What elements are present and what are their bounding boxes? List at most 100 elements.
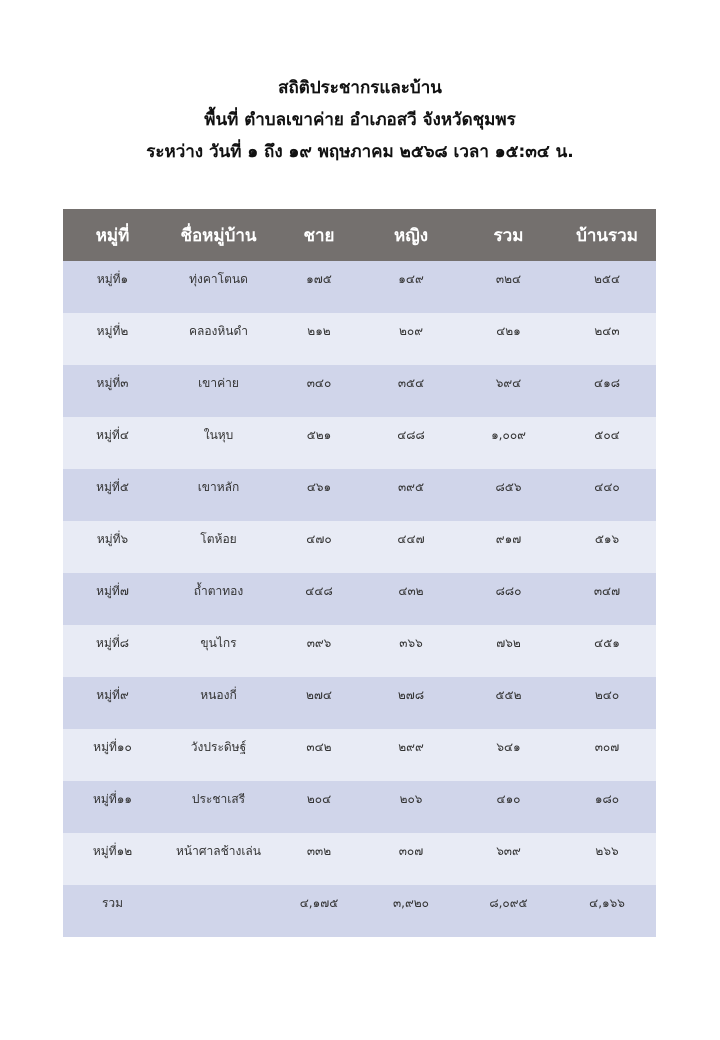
cell-total-count: ๘๘๐: [459, 573, 558, 625]
table-header-row: หมู่ที่ ชื่อหมู่บ้าน ชาย หญิง รวม บ้านรวม: [63, 209, 656, 261]
village-number-text: หมู่ที่๑๑: [93, 792, 132, 806]
cell-total-count: ๖๓๙: [459, 833, 558, 885]
table-row: หมู่ที่๗ ถ้ำตาทอง ๔๔๘ ๔๓๒ ๘๘๐ ๓๔๗: [63, 573, 656, 625]
table-row: หมู่ที่๔ ในหุบ ๕๒๑ ๔๘๘ ๑,๐๐๙ ๕๐๔: [63, 417, 656, 469]
cell-village-number: หมู่ที่๒: [63, 313, 162, 365]
female-count-text: ๓๕๔: [397, 376, 425, 390]
house-count-text: ๒๖๖: [595, 844, 619, 858]
table-row: หมู่ที่๕ เขาหลัก ๔๖๑ ๓๙๕ ๘๕๖ ๔๔๐: [63, 469, 656, 521]
cell-male-count: ๓๔๒: [275, 729, 363, 781]
cell-house-count: ๓๐๗: [558, 729, 656, 781]
document-title: สถิติประชากรและบ้าน: [278, 78, 442, 98]
female-count-text: ๔๘๘: [397, 428, 425, 442]
house-count-text: ๓๐๗: [594, 740, 620, 754]
cell-male-count: ๔,๑๗๕: [275, 885, 363, 937]
village-number-text: หมู่ที่๔: [96, 428, 129, 442]
house-count-text: ๔๑๘: [594, 376, 620, 390]
village-name-text: ทุ่งคาโตนด: [189, 272, 248, 286]
cell-male-count: ๕๒๑: [275, 417, 363, 469]
cell-village-number: หมู่ที่๔: [63, 417, 162, 469]
house-count-text: ๒๔๐: [594, 688, 620, 702]
village-number-text: หมู่ที่๘: [96, 636, 129, 650]
header-village-number: หมู่ที่: [63, 209, 162, 261]
village-name-text: ขุนไกร: [200, 636, 237, 650]
house-count-text: ๕๑๖: [594, 532, 620, 546]
table-row: หมู่ที่๙ หนองกี่ ๒๗๔ ๒๗๘ ๕๕๒ ๒๔๐: [63, 677, 656, 729]
document-area: พื้นที่ ตำบลเขาค่าย อำเภอสวี จังหวัดชุมพ…: [204, 110, 516, 130]
village-number-text: หมู่ที่๕: [96, 480, 129, 494]
male-count-text: ๔๗๐: [306, 532, 332, 546]
header-female: หญิง: [363, 209, 459, 261]
cell-village-name: โตห้อย: [162, 521, 275, 573]
house-count-text: ๑๘๐: [594, 792, 620, 806]
table-row: หมู่ที่๑๒ หน้าศาลช้างเล่น ๓๓๒ ๓๐๗ ๖๓๙ ๒๖๖: [63, 833, 656, 885]
cell-house-count: ๒๔๐: [558, 677, 656, 729]
cell-village-name: วังประดิษฐ์: [162, 729, 275, 781]
cell-village-name: [162, 885, 275, 937]
house-count-text: ๔,๑๖๖: [589, 896, 625, 910]
cell-house-count: ๔,๑๖๖: [558, 885, 656, 937]
village-name-text: เขาหลัก: [197, 480, 240, 494]
cell-male-count: ๑๗๕: [275, 261, 363, 313]
male-count-text: ๔,๑๗๕: [299, 896, 339, 910]
village-name-text: ประชาเสรี: [191, 792, 246, 806]
female-count-text: ๓,๙๒๐: [392, 896, 430, 910]
cell-village-name: คลองหินดำ: [162, 313, 275, 365]
cell-female-count: ๒๙๙: [363, 729, 459, 781]
cell-female-count: ๓,๙๒๐: [363, 885, 459, 937]
total-count-text: ๙๑๗: [495, 532, 522, 546]
cell-female-count: ๒๐๙: [363, 313, 459, 365]
total-count-text: ๔๒๑: [496, 324, 521, 338]
cell-house-count: ๒๖๖: [558, 833, 656, 885]
village-name-text: คลองหินดำ: [188, 324, 249, 338]
cell-total-count: ๑,๐๐๙: [459, 417, 558, 469]
village-name-text: โตห้อย: [200, 532, 237, 546]
male-count-text: ๕๒๑: [306, 428, 332, 442]
cell-female-count: ๓๖๖: [363, 625, 459, 677]
male-count-text: ๓๙๖: [306, 636, 332, 650]
house-count-text: ๔๔๐: [594, 480, 620, 494]
cell-total-count: ๗๖๒: [459, 625, 558, 677]
village-number-text: หมู่ที่๒: [96, 324, 129, 338]
total-count-text: ๖๔๑: [496, 740, 521, 754]
cell-female-count: ๔๘๘: [363, 417, 459, 469]
cell-male-count: ๒๗๔: [275, 677, 363, 729]
cell-village-number: หมู่ที่๑๑: [63, 781, 162, 833]
female-count-text: ๒๐๙: [398, 324, 424, 338]
house-count-text: ๔๕๑: [594, 636, 620, 650]
male-count-text: ๒๑๒: [307, 324, 331, 338]
cell-male-count: ๓๓๒: [275, 833, 363, 885]
cell-village-number: หมู่ที่๗: [63, 573, 162, 625]
male-count-text: ๑๗๕: [306, 272, 332, 286]
village-number-text: หมู่ที่๙: [96, 688, 129, 702]
male-count-text: ๔๔๘: [305, 584, 333, 598]
total-count-text: ๘๕๖: [495, 480, 522, 494]
cell-total-count: ๓๒๔: [459, 261, 558, 313]
cell-village-name: หนองกี่: [162, 677, 275, 729]
cell-village-number: หมู่ที่๑๐: [63, 729, 162, 781]
cell-house-count: ๕๑๖: [558, 521, 656, 573]
cell-village-number: หมู่ที่๑: [63, 261, 162, 313]
cell-house-count: ๔๔๐: [558, 469, 656, 521]
table-row: หมู่ที่๑ ทุ่งคาโตนด ๑๗๕ ๑๔๙ ๓๒๔ ๒๕๔: [63, 261, 656, 313]
header-village-name: ชื่อหมู่บ้าน: [162, 209, 275, 261]
male-count-text: ๔๖๑: [306, 480, 332, 494]
cell-village-number: หมู่ที่๖: [63, 521, 162, 573]
cell-village-name: ประชาเสรี: [162, 781, 275, 833]
cell-female-count: ๔๔๗: [363, 521, 459, 573]
cell-total-count: ๔๒๑: [459, 313, 558, 365]
cell-female-count: ๒๐๖: [363, 781, 459, 833]
male-count-text: ๒๐๔: [306, 792, 332, 806]
cell-house-count: ๕๐๔: [558, 417, 656, 469]
cell-female-count: ๓๐๗: [363, 833, 459, 885]
male-count-text: ๓๔๐: [306, 376, 332, 390]
table-row: หมู่ที่๑๐ วังประดิษฐ์ ๓๔๒ ๒๙๙ ๖๔๑ ๓๐๗: [63, 729, 656, 781]
total-count-text: ๑,๐๐๙: [491, 428, 526, 442]
cell-house-count: ๒๔๓: [558, 313, 656, 365]
cell-village-number: รวม: [63, 885, 162, 937]
village-number-text: หมู่ที่๓: [96, 376, 129, 390]
cell-female-count: ๓๙๕: [363, 469, 459, 521]
cell-house-count: ๔๑๘: [558, 365, 656, 417]
village-name-text: ถ้ำตาทอง: [193, 584, 244, 598]
house-count-text: ๓๔๗: [593, 584, 621, 598]
